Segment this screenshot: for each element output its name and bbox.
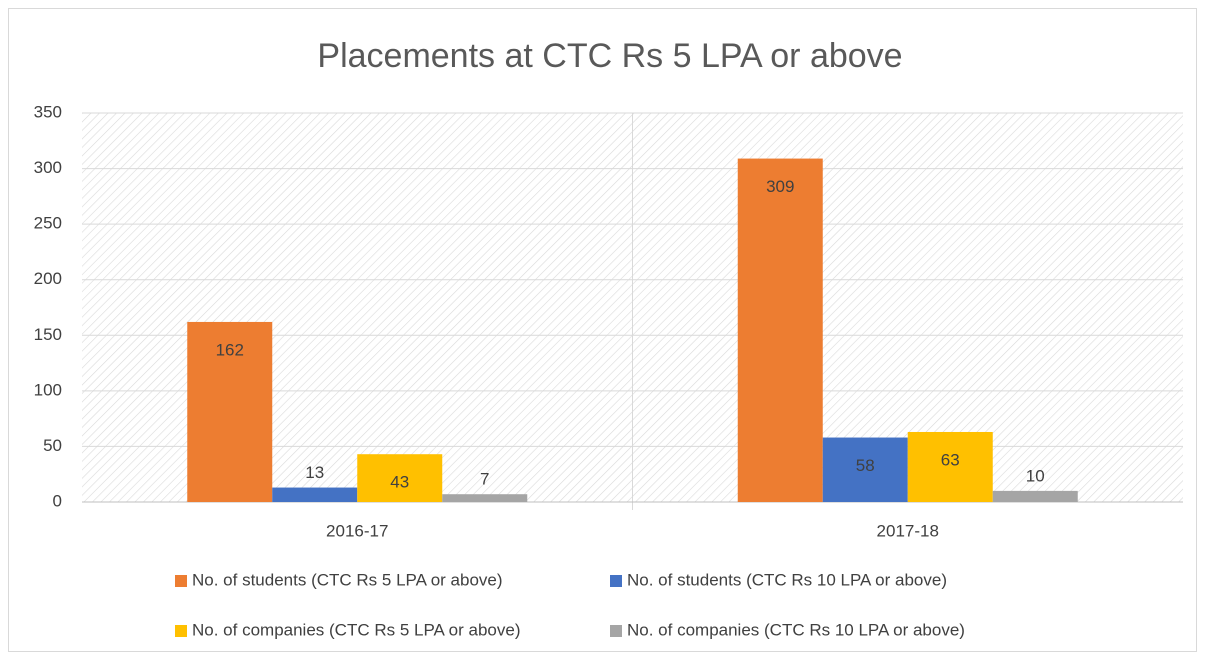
y-tick-label: 150 [34,325,62,344]
x-tick-label: 2017-18 [877,521,939,540]
y-tick-label: 200 [34,269,62,288]
y-tick-label: 0 [53,491,62,510]
legend-swatch [610,575,622,587]
data-label: 43 [390,473,409,492]
data-label: 7 [480,470,489,489]
data-label: 58 [856,456,875,475]
bar [907,431,993,502]
legend-swatch [610,625,622,637]
data-label: 10 [1026,466,1045,485]
y-tick-label: 350 [34,102,62,121]
legend-label: No. of students (CTC Rs 10 LPA or above) [627,570,947,589]
bar [187,321,273,502]
bar [442,494,528,502]
chart-title: Placements at CTC Rs 5 LPA or above [317,37,902,75]
data-label: 162 [216,340,244,359]
bar [272,487,358,502]
bar [737,158,823,502]
legend-swatch [175,575,187,587]
legend-label: No. of companies (CTC Rs 5 LPA or above) [192,620,521,639]
y-tick-label: 100 [34,380,62,399]
legend-swatch [175,625,187,637]
y-tick-label: 250 [34,214,62,233]
data-label: 309 [766,177,794,196]
bar [822,437,908,502]
bar [992,490,1078,502]
legend-label: No. of students (CTC Rs 5 LPA or above) [192,570,503,589]
y-tick-label: 300 [34,158,62,177]
data-label: 13 [305,463,324,482]
bar [357,454,443,502]
y-tick-label: 50 [43,436,62,455]
x-tick-label: 2016-17 [326,521,388,540]
data-label: 63 [941,450,960,469]
legend-label: No. of companies (CTC Rs 10 LPA or above… [627,620,965,639]
